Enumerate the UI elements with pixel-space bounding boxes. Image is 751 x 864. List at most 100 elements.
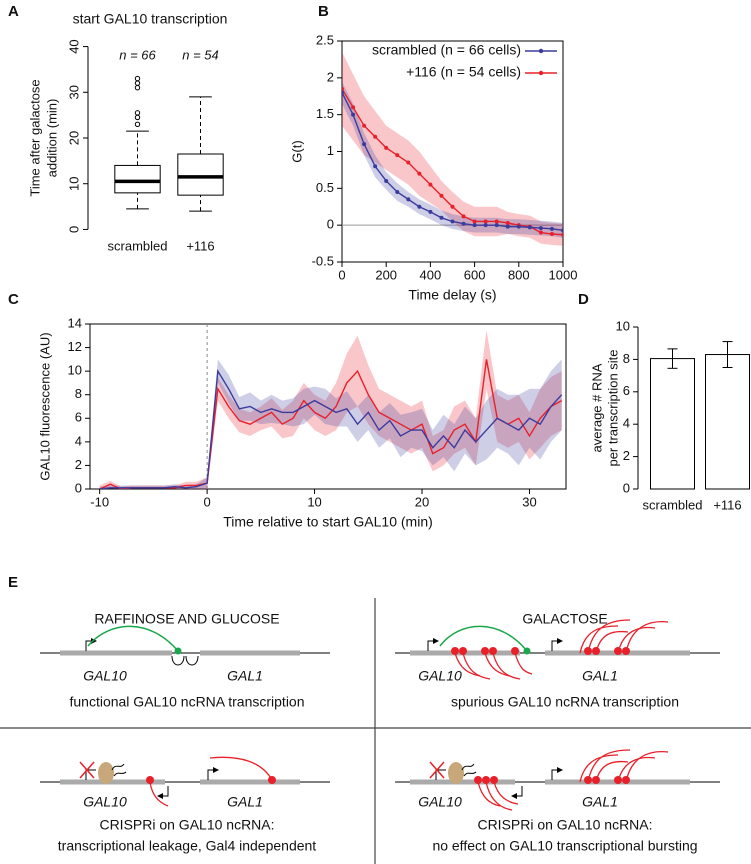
point — [494, 219, 499, 224]
y-axis-label: average # RNA — [589, 363, 604, 452]
panel-e: E RAFFINOSE AND GLUCOSE GAL10 GAL1 funct… — [0, 574, 751, 864]
y-tick-label: 10 — [66, 176, 81, 190]
chart-title: start GAL10 transcription — [73, 11, 228, 27]
point — [428, 182, 433, 187]
y-tick-label: 12 — [68, 339, 82, 354]
x-tick-label: +116 — [186, 238, 214, 253]
panel-label: A — [8, 3, 19, 20]
plot-frame — [89, 323, 567, 490]
point — [395, 153, 400, 158]
point — [483, 219, 488, 224]
point — [450, 219, 455, 224]
gene-label: GAL10 — [418, 668, 462, 684]
gene-label: GAL1 — [227, 668, 263, 684]
gene-diagram — [395, 619, 720, 680]
y-tick-label: 4 — [623, 416, 630, 431]
error-band — [99, 359, 562, 489]
y-tick-label: 1.5 — [316, 106, 334, 121]
outlier — [134, 80, 141, 86]
point — [373, 164, 378, 169]
point — [439, 215, 444, 220]
x-tick-label: 800 — [508, 267, 530, 282]
y-tick-label: 2 — [75, 457, 82, 472]
quadrant-title: RAFFINOSE AND GLUCOSE — [94, 611, 279, 627]
y-tick-label: 2.5 — [316, 32, 334, 47]
point — [494, 223, 499, 228]
point — [362, 123, 367, 128]
gene-diagram — [40, 625, 330, 666]
point — [549, 226, 554, 231]
point — [362, 142, 367, 147]
point — [373, 134, 378, 139]
point — [406, 197, 411, 202]
point — [384, 178, 389, 183]
point — [395, 190, 400, 195]
panel-label: D — [578, 291, 589, 308]
x-tick-label: 20 — [415, 494, 429, 509]
x-tick-label: 0 — [204, 494, 211, 509]
bar — [705, 354, 750, 490]
error-band — [342, 81, 563, 238]
point — [450, 204, 455, 209]
x-tick-label: 0 — [338, 267, 345, 282]
y-tick-label: 0 — [66, 226, 81, 233]
gene-diagram — [395, 749, 720, 811]
point — [417, 171, 422, 176]
y-tick-label: 40 — [66, 39, 81, 53]
y-tick-label: 0 — [623, 480, 630, 495]
y-axis-label: GAL10 fluorescence (AU) — [37, 332, 52, 480]
legend-label: scrambled (n = 66 cells) — [372, 42, 521, 58]
quadrant-title: GALACTOSE — [522, 611, 607, 627]
caption: CRISPRi on GAL10 ncRNA: — [99, 817, 274, 833]
y-tick-label: 8 — [623, 351, 630, 366]
point — [516, 224, 521, 229]
gene-label: GAL1 — [582, 668, 618, 684]
x-tick-label: 30 — [522, 494, 536, 509]
y-axis-label: G(t) — [289, 140, 304, 162]
x-tick-label: -10 — [90, 494, 109, 509]
panel-label: B — [318, 3, 329, 20]
x-tick-label: scrambled — [643, 497, 703, 512]
panel-label: C — [8, 291, 19, 308]
plot-frame — [341, 40, 564, 263]
y-tick-label: 20 — [66, 131, 81, 145]
outlier — [134, 121, 141, 127]
panel-label: E — [8, 574, 18, 591]
point — [406, 160, 411, 165]
y-tick-label: 2 — [327, 69, 334, 84]
bar — [650, 358, 695, 490]
y-axis-label: addition (min) — [44, 99, 59, 178]
y-tick-label: 4 — [75, 433, 82, 448]
point — [561, 232, 563, 237]
y-tick-label: 2 — [623, 448, 630, 463]
point — [342, 90, 344, 95]
point — [417, 204, 422, 209]
point — [483, 223, 488, 228]
gene-label: GAL10 — [83, 668, 127, 684]
box — [177, 153, 224, 196]
legend-marker — [538, 70, 544, 76]
point — [472, 223, 477, 228]
annotation: n = 66 — [119, 47, 156, 62]
x-tick-label: 1000 — [549, 267, 578, 282]
y-tick-label: 30 — [66, 85, 81, 99]
y-tick-label: -0.5 — [312, 253, 334, 268]
point — [461, 214, 466, 219]
point — [351, 112, 356, 117]
point — [428, 209, 433, 214]
point — [538, 230, 543, 235]
outlier — [134, 75, 141, 82]
x-tick-label: +116 — [713, 497, 741, 512]
y-tick-label: 8 — [75, 386, 82, 401]
caption: transcriptional leakage, Gal4 independen… — [58, 838, 317, 854]
y-tick-label: 0.5 — [316, 180, 334, 195]
series-line — [99, 368, 563, 489]
x-tick-label: 200 — [375, 267, 397, 282]
x-axis-label: Time delay (s) — [408, 287, 496, 303]
y-axis-label: Time after galactose — [27, 79, 42, 196]
point — [561, 228, 563, 233]
y-tick-label: 6 — [75, 410, 82, 425]
x-tick-label: 600 — [464, 267, 486, 282]
point — [342, 86, 344, 91]
